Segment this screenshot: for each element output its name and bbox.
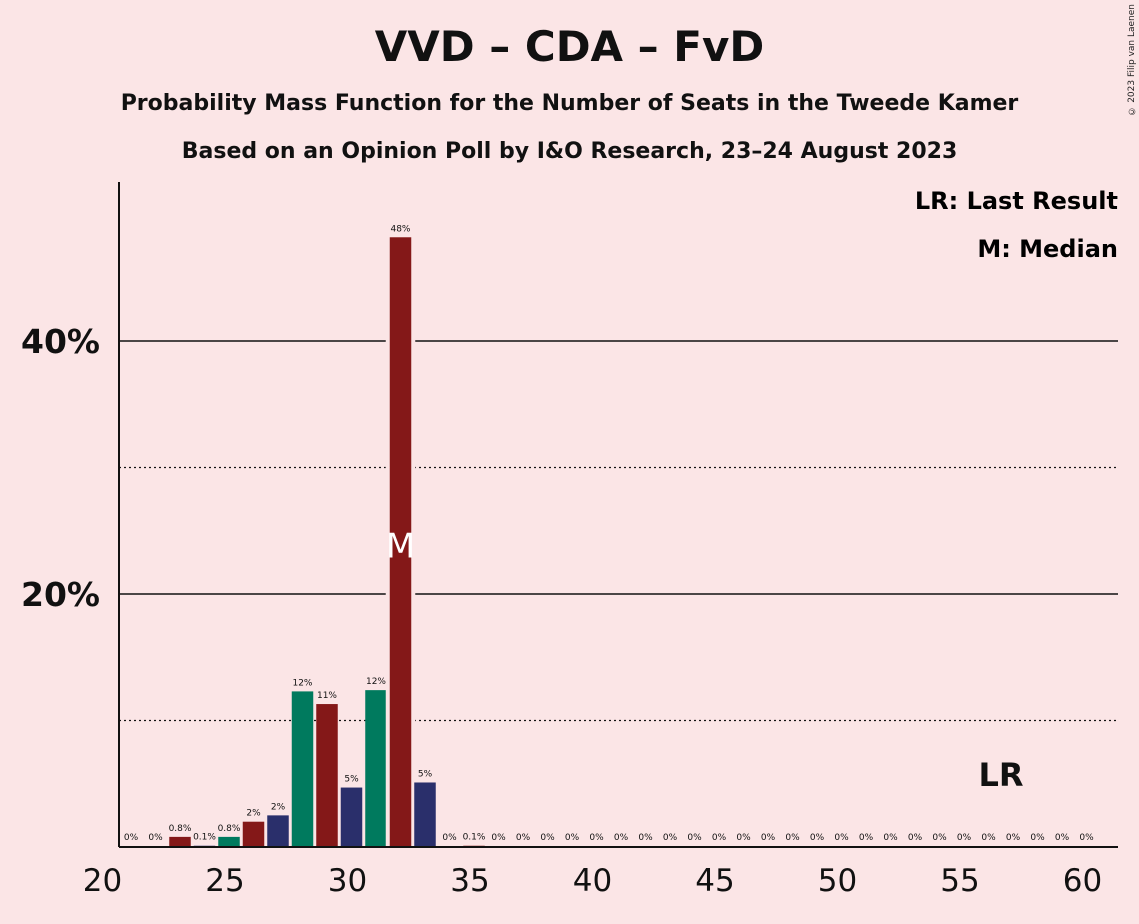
data-label-seat-29: 11% xyxy=(317,691,337,701)
bar-seat-30 xyxy=(340,787,363,847)
bar-seat-26 xyxy=(242,821,265,847)
data-label-seat-52: 0% xyxy=(883,833,898,843)
data-label-seat-27: 2% xyxy=(271,802,286,812)
bar-seat-29 xyxy=(316,704,338,847)
chart-subtitle-poll: Based on an Opinion Poll by I&O Research… xyxy=(181,139,958,164)
legend-median: M: Median xyxy=(977,235,1118,263)
data-label-seat-34: 0% xyxy=(442,833,457,843)
x-tick-label-45: 45 xyxy=(695,863,734,899)
x-tick-label-20: 20 xyxy=(83,863,122,899)
data-label-seat-47: 0% xyxy=(761,833,776,843)
data-label-seat-57: 0% xyxy=(1006,833,1021,843)
x-tick-label-60: 60 xyxy=(1063,863,1102,899)
legend-last-result: LR: Last Result xyxy=(915,187,1118,215)
data-label-seat-46: 0% xyxy=(736,833,751,843)
data-label-seat-25: 0.8% xyxy=(218,824,241,834)
data-label-seat-36: 0% xyxy=(491,833,506,843)
data-label-seat-44: 0% xyxy=(687,833,702,843)
data-label-seat-35: 0.1% xyxy=(463,833,486,843)
data-label-seat-30: 5% xyxy=(344,775,359,785)
bar-seat-28 xyxy=(291,691,314,847)
data-label-seat-33: 5% xyxy=(418,769,433,779)
last-result-marker: LR xyxy=(978,756,1023,794)
axes: 20 25 30 35 40 45 50 55 60 20% 40% xyxy=(21,182,1118,899)
data-label-seat-45: 0% xyxy=(712,833,727,843)
data-label-seat-26: 2% xyxy=(246,809,261,819)
data-label-seat-38: 0% xyxy=(540,833,555,843)
data-label-seat-37: 0% xyxy=(516,833,531,843)
chart-subtitle: Probability Mass Function for the Number… xyxy=(120,91,1019,116)
data-label-seat-31: 12% xyxy=(366,677,386,687)
data-label-seat-53: 0% xyxy=(908,833,923,843)
data-label-seat-41: 0% xyxy=(614,833,629,843)
data-label-seat-40: 0% xyxy=(589,833,604,843)
data-label-seat-23: 0.8% xyxy=(169,824,192,834)
gridlines xyxy=(119,340,1118,722)
data-label-seat-21: 0% xyxy=(124,833,139,843)
median-marker: M xyxy=(386,526,415,566)
data-label-seat-54: 0% xyxy=(932,833,947,843)
x-tick-label-30: 30 xyxy=(328,863,367,899)
x-tick-label-50: 50 xyxy=(818,863,857,899)
x-tick-label-35: 35 xyxy=(450,863,489,899)
data-label-seat-28: 12% xyxy=(292,678,312,688)
bar-seat-23 xyxy=(169,836,191,847)
data-label-seat-43: 0% xyxy=(663,833,678,843)
data-label-seat-32: 48% xyxy=(390,224,410,234)
bar-seat-33 xyxy=(414,782,436,847)
data-label-seat-24: 0.1% xyxy=(193,833,216,843)
data-label-seat-49: 0% xyxy=(810,833,825,843)
bar-seat-25 xyxy=(218,836,240,847)
data-label-seat-48: 0% xyxy=(785,833,800,843)
x-tick-label-55: 55 xyxy=(940,863,979,899)
x-tick-label-40: 40 xyxy=(573,863,612,899)
data-label-seat-22: 0% xyxy=(148,833,163,843)
bar-seat-27 xyxy=(267,815,289,847)
bar-seat-32 xyxy=(389,237,412,847)
data-label-seat-42: 0% xyxy=(638,833,653,843)
data-label-seat-56: 0% xyxy=(981,833,996,843)
bars xyxy=(169,237,485,847)
data-label-seat-60: 0% xyxy=(1079,833,1094,843)
chart-title: VVD – CDA – FvD xyxy=(374,22,765,71)
data-label-seat-58: 0% xyxy=(1030,833,1045,843)
data-label-seat-55: 0% xyxy=(957,833,972,843)
data-label-seat-59: 0% xyxy=(1055,833,1070,843)
data-labels: 0% 0%0.8%0.1%0.8%2%2%12%11%5%12%48%M5%0% 0… xyxy=(124,224,1094,843)
data-label-seat-39: 0% xyxy=(565,833,580,843)
y-tick-label-20: 20% xyxy=(21,575,100,614)
y-tick-label-40: 40% xyxy=(21,322,100,361)
data-label-seat-51: 0% xyxy=(859,833,874,843)
data-label-seat-50: 0% xyxy=(834,833,849,843)
bar-seat-31 xyxy=(365,690,387,847)
x-tick-label-25: 25 xyxy=(205,863,244,899)
